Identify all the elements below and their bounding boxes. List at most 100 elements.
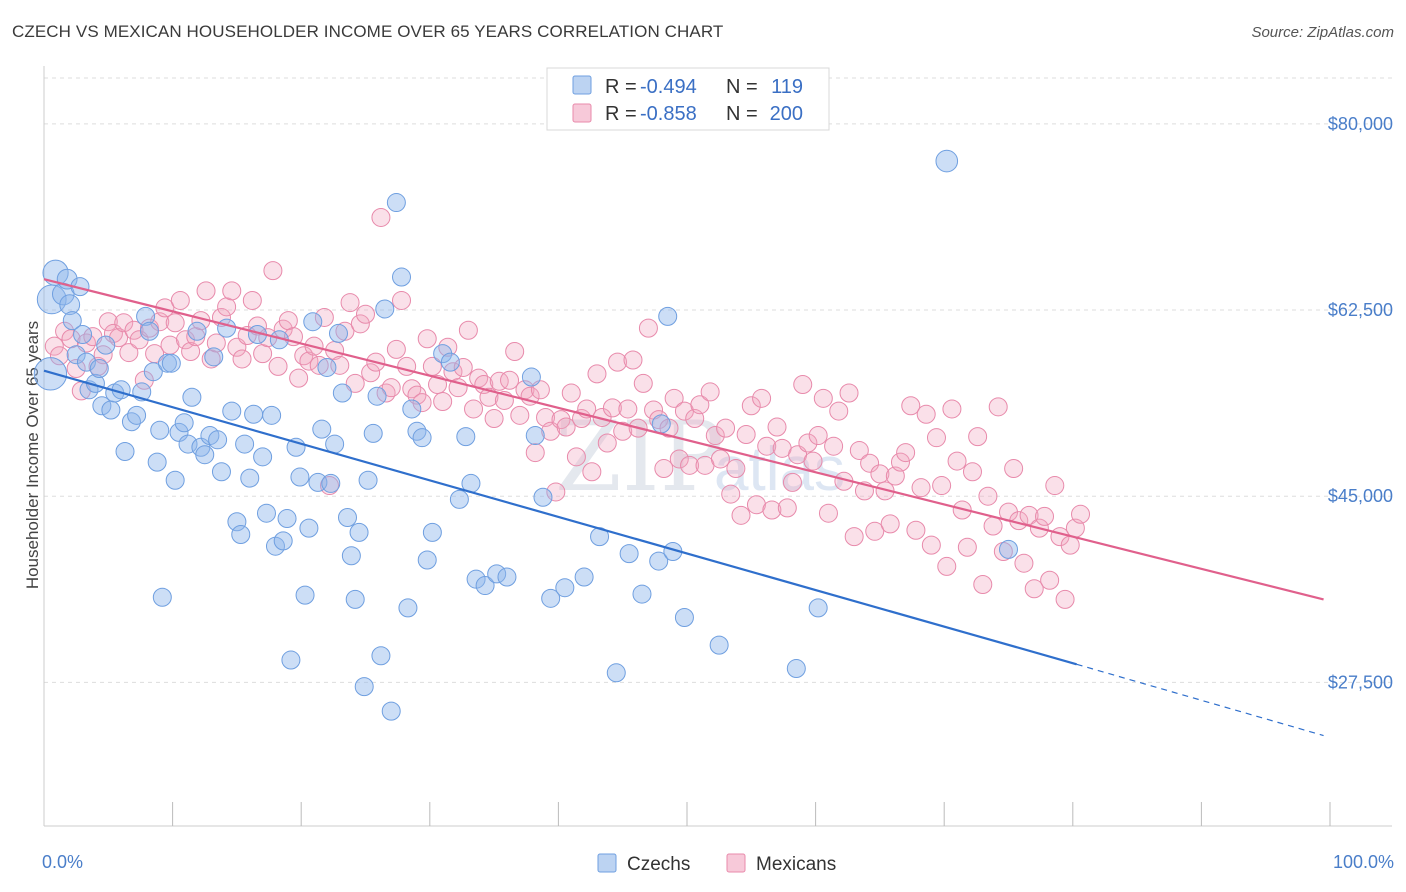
mexicans-point <box>1055 589 1075 609</box>
mexicans-point <box>98 312 118 332</box>
mexicans-point <box>669 449 689 469</box>
mexicans-point <box>890 452 910 472</box>
czechs-trend-line <box>43 369 1077 666</box>
legend-r-label-czechs: R = <box>605 76 637 98</box>
mexicans-point <box>705 426 725 446</box>
mexicans-points <box>44 207 1091 609</box>
y-tick-label: $27,500 <box>1328 672 1393 692</box>
series-legend: Czechs Mexicans <box>597 853 836 875</box>
czechs-point <box>139 321 159 341</box>
mexicans-point <box>489 371 509 391</box>
mexicans-point <box>119 343 139 363</box>
mexicans-point <box>896 443 916 463</box>
mexicans-point <box>556 417 576 437</box>
y-tick-label: $45,000 <box>1328 486 1393 506</box>
czechs-point <box>345 589 365 609</box>
mexicans-point <box>1004 459 1024 479</box>
mexicans-point <box>746 495 766 515</box>
czechs-point <box>62 311 82 331</box>
czechs-point <box>392 267 412 287</box>
czechs-point <box>290 467 310 487</box>
czechs-point <box>674 607 694 627</box>
mexicans-point <box>680 455 700 475</box>
legend-n-value-mexicans: 200 <box>770 103 803 125</box>
mexicans-point <box>525 443 545 463</box>
watermark-atlas: atlas <box>714 435 845 504</box>
mexicans-point <box>1045 476 1065 496</box>
czechs-point <box>386 193 406 213</box>
mexicans-point <box>433 392 453 412</box>
mexicans-point <box>978 486 998 506</box>
mexicans-point <box>602 398 622 418</box>
czechs-point <box>127 405 147 425</box>
legend-n-label-mexicans: N = <box>726 103 758 125</box>
czechs-point <box>165 470 185 490</box>
czechs-point <box>381 701 401 721</box>
czechs-point <box>354 677 374 697</box>
mexicans-point <box>546 482 566 502</box>
mexicans-point <box>268 356 288 376</box>
mexicans-point <box>1019 505 1039 525</box>
czechs-point <box>217 318 237 338</box>
mexicans-point <box>849 440 869 460</box>
mexicans-point <box>350 314 370 334</box>
mexicans-point <box>66 359 86 379</box>
mexicans-point <box>314 307 334 327</box>
czechs-point <box>541 588 561 608</box>
legend-r-label-mexicans: R = <box>605 103 637 125</box>
mexicans-point <box>870 464 890 484</box>
mexicans-point <box>361 363 381 383</box>
mexicans-point <box>397 356 417 376</box>
czechs-point <box>147 452 167 472</box>
czechs-point <box>73 324 93 344</box>
mexicans-point <box>844 527 864 547</box>
mexicans-point <box>124 320 144 340</box>
czechs-point <box>101 400 121 420</box>
mexicans-point <box>808 426 828 446</box>
czechs-point <box>244 404 264 424</box>
mexicans-point <box>242 290 262 310</box>
czechs-point <box>808 598 828 618</box>
mexicans-point <box>803 451 823 471</box>
mexicans-point <box>464 399 484 419</box>
czechs-point <box>222 401 242 421</box>
czechs-point <box>935 149 959 173</box>
czechs-point <box>709 635 729 655</box>
correlation-legend: R = -0.494 N = 119 R = -0.858 N = 200 <box>546 67 830 131</box>
y-tick-label: $62,500 <box>1328 300 1393 320</box>
y-tick-labels: $27,500 $45,000 $62,500 $80,000 <box>1328 114 1393 693</box>
mexicans-point <box>731 505 751 525</box>
mexicans-point <box>222 281 242 301</box>
czechs-point <box>328 323 348 343</box>
mexicans-point <box>942 399 962 419</box>
czechs-point <box>487 564 507 584</box>
czechs-point <box>521 367 541 387</box>
czechs-point <box>786 659 806 679</box>
czechs-point <box>208 430 228 450</box>
x-tick-label-max: 100.0% <box>1333 852 1394 872</box>
mexicans-point <box>278 311 298 331</box>
mexicans-point <box>345 373 365 393</box>
czechs-point <box>440 352 460 372</box>
mexicans-point <box>752 388 772 408</box>
czechs-point <box>59 294 81 316</box>
mexicans-point <box>587 364 607 384</box>
czechs-point <box>525 426 545 446</box>
czechs-point <box>321 473 341 493</box>
mexicans-point <box>623 350 643 370</box>
mexicans-point <box>386 339 406 359</box>
mexicans-point <box>618 399 638 419</box>
czechs-point <box>143 362 163 382</box>
czechs-point <box>253 447 273 467</box>
y-tick-label: $80,000 <box>1328 114 1393 134</box>
czechs-point <box>555 578 575 598</box>
czechs-point <box>651 414 671 434</box>
mexicans-point <box>926 428 946 448</box>
mexicans-point <box>458 320 478 340</box>
mexicans-point <box>962 462 982 482</box>
czechs-point <box>398 598 418 618</box>
czechs-point <box>449 489 469 509</box>
czechs-point <box>295 585 315 605</box>
mexicans-point <box>937 556 957 576</box>
mexicans-point <box>356 304 375 324</box>
